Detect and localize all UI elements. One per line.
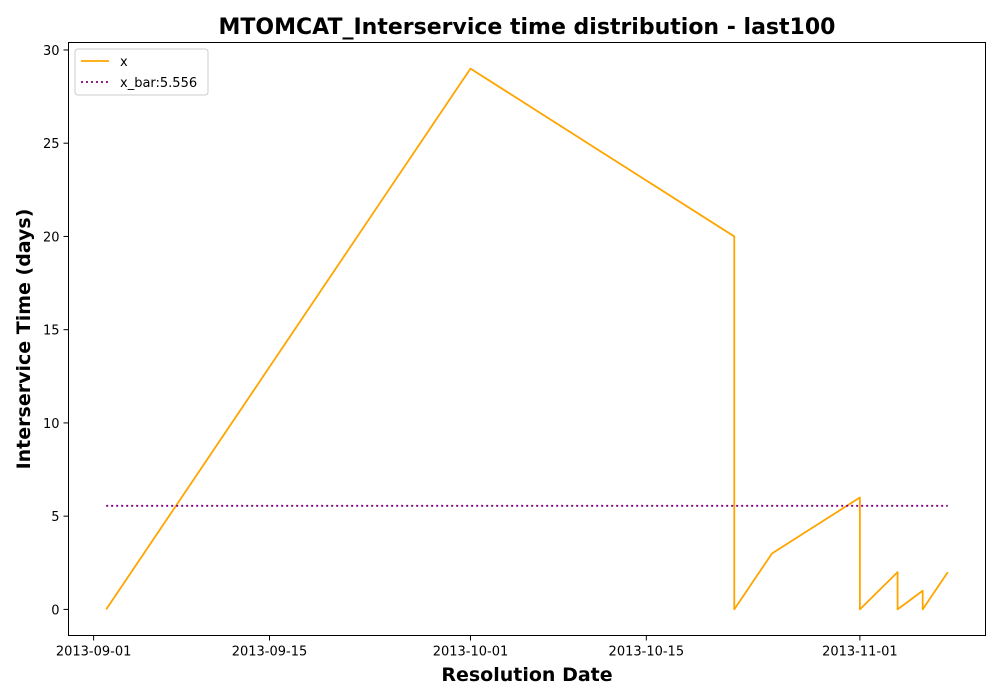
x-tick-label: 2013-09-01 — [56, 645, 132, 660]
y-tick-label: 10 — [43, 417, 60, 432]
x-axis-ticks: 2013-09-01 2013-09-15 2013-10-01 2013-10-15… — [56, 635, 898, 660]
chart-title: MTOMCAT_Interservice time distribution -… — [219, 15, 836, 40]
y-tick-label: 30 — [43, 44, 60, 59]
series-layer — [105, 67, 949, 611]
plot-area — [68, 42, 986, 636]
y-tick-label: 15 — [43, 324, 60, 339]
y-tick-label: 0 — [51, 603, 59, 618]
y-axis-label: Interservice Time (days) — [13, 209, 35, 470]
x-tick-label: 2013-10-15 — [609, 645, 685, 660]
legend-label-x-bar: x_bar:5.556 — [120, 76, 197, 91]
x-tick-label: 2013-10-01 — [433, 645, 509, 660]
legend: x x_bar:5.556 — [74, 48, 209, 96]
legend-label-x: x — [120, 55, 128, 70]
y-tick-label: 20 — [43, 230, 60, 245]
x-axis-label: Resolution Date — [441, 664, 612, 686]
series-line-x — [105, 67, 949, 611]
y-axis-ticks: 0 5 10 15 20 25 30 — [43, 44, 69, 618]
x-tick-label: 2013-09-15 — [232, 645, 308, 660]
y-tick-label: 25 — [43, 137, 60, 152]
x-tick-label: 2013-11-01 — [822, 645, 898, 660]
y-tick-label: 5 — [51, 510, 59, 525]
